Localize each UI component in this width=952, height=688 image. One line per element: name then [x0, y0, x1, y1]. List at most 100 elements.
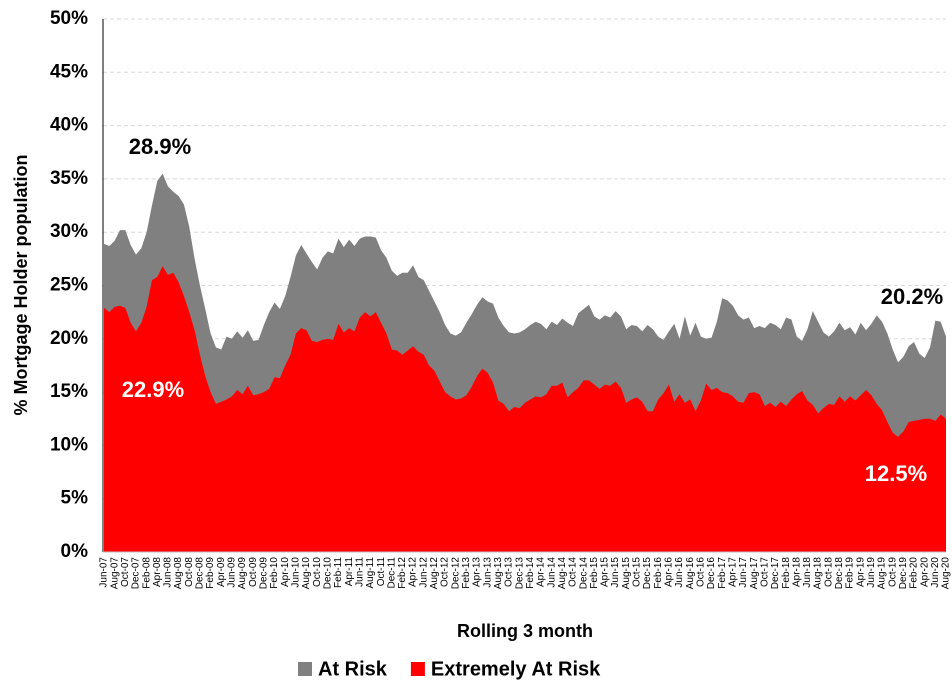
x-tick-label: Jun-09	[227, 557, 238, 588]
legend-swatch	[298, 662, 312, 676]
x-tick-label: Jun-17	[738, 557, 749, 588]
x-tick-label: Aug-09	[237, 557, 248, 590]
x-tick-label: Oct-09	[248, 557, 259, 587]
x-tick-label: Feb-19	[845, 557, 856, 589]
x-tick-label: Dec-08	[195, 557, 206, 590]
y-axis-title: % Mortgage Holder population	[11, 155, 31, 416]
x-tick-label: Feb-20	[909, 557, 920, 589]
x-tick-label: Aug-13	[493, 557, 504, 590]
x-tick-label: Dec-14	[578, 557, 589, 590]
x-tick-label: Dec-10	[322, 557, 333, 590]
x-tick-label: Feb-13	[461, 557, 472, 589]
x-tick-label: Apr-20	[919, 557, 930, 587]
y-tick-label: 35%	[50, 168, 88, 189]
x-tick-label: Feb-11	[333, 557, 344, 588]
x-tick-label: Aug-20	[941, 557, 952, 590]
annotation: 12.5%	[865, 461, 927, 486]
x-tick-label: Aug-07	[109, 557, 120, 590]
x-tick-label: Feb-15	[589, 557, 600, 589]
x-axis-title: Rolling 3 month	[457, 621, 593, 641]
annotation: 28.9%	[129, 134, 191, 159]
x-tick-label: Oct-17	[759, 557, 770, 587]
x-tick-label: Feb-09	[205, 557, 216, 589]
x-tick-label: Oct-10	[312, 557, 323, 587]
x-tick-label: Dec-18	[834, 557, 845, 590]
x-tick-label: Apr-15	[600, 557, 611, 587]
x-tick-label: Oct-11	[376, 557, 387, 587]
x-tick-label: Aug-15	[621, 557, 632, 590]
x-tick-label: Oct-16	[696, 557, 707, 587]
x-tick-label: Dec-13	[514, 557, 525, 590]
x-tick-label: Apr-17	[727, 557, 738, 587]
y-tick-label: 5%	[61, 488, 89, 509]
x-tick-label: Dec-07	[131, 557, 142, 590]
x-tick-label: Jun-20	[930, 557, 941, 588]
annotation: 20.2%	[881, 284, 943, 309]
x-tick-label: Aug-12	[429, 557, 440, 590]
x-tick-label: Apr-10	[280, 557, 291, 587]
y-tick-label: 45%	[50, 61, 88, 82]
x-tick-label: Apr-18	[791, 557, 802, 587]
x-tick-label: Jun-16	[674, 557, 685, 588]
x-tick-label: Apr-13	[472, 557, 483, 587]
x-tick-label: Aug-14	[557, 557, 568, 590]
y-tick-label: 30%	[50, 221, 88, 242]
legend-swatch	[410, 662, 425, 676]
x-tick-label: Dec-12	[450, 557, 461, 590]
x-tick-label: Oct-07	[120, 557, 131, 587]
y-tick-label: 40%	[50, 115, 88, 136]
x-tick-label: Oct-18	[823, 557, 834, 587]
x-tick-label: Apr-09	[216, 557, 227, 587]
x-tick-label: Jun-11	[354, 557, 365, 587]
x-tick-label: Jun-08	[163, 557, 174, 588]
x-tick-label: Dec-19	[898, 557, 909, 590]
legend-label: At Risk	[318, 658, 388, 680]
x-tick-label: Feb-12	[397, 557, 408, 589]
x-tick-label: Apr-19	[855, 557, 866, 587]
x-tick-label: Dec-09	[259, 557, 270, 590]
x-tick-label: Feb-08	[141, 557, 152, 589]
x-tick-label: Apr-14	[536, 557, 547, 587]
x-tick-label: Dec-15	[642, 557, 653, 590]
x-tick-label: Feb-16	[653, 557, 664, 589]
x-tick-label: Aug-11	[365, 557, 376, 589]
y-tick-label: 20%	[50, 328, 88, 349]
x-tick-label: Oct-14	[568, 557, 579, 587]
x-tick-label: Feb-10	[269, 557, 280, 589]
x-tick-label: Oct-15	[632, 557, 643, 587]
x-tick-label: Dec-16	[706, 557, 717, 590]
x-tick-label: Jun-07	[99, 557, 110, 588]
area	[104, 266, 946, 552]
x-tick-label: Aug-16	[685, 557, 696, 590]
y-tick-label: 25%	[50, 275, 88, 296]
x-tick-label: Oct-08	[184, 557, 195, 587]
y-tick-label: 15%	[50, 381, 88, 402]
x-tick-label: Oct-13	[504, 557, 515, 587]
x-tick-label: Feb-18	[781, 557, 792, 589]
x-tick-label: Aug-19	[877, 557, 888, 590]
x-tick-label: Jun-12	[418, 557, 429, 588]
x-tick-label: Jun-19	[866, 557, 877, 588]
x-tick-label: Jun-18	[802, 557, 813, 588]
x-tick-label: Feb-14	[525, 557, 536, 589]
x-tick-label: Aug-18	[813, 557, 824, 590]
x-tick-label: Oct-12	[440, 557, 451, 587]
x-tick-label: Apr-08	[152, 557, 163, 587]
x-tick-label: Aug-08	[173, 557, 184, 590]
x-tick-label: Dec-17	[770, 557, 781, 590]
y-tick-label: 10%	[50, 434, 88, 455]
x-tick-label: Apr-11	[344, 557, 355, 587]
x-tick-label: Jun-14	[546, 557, 557, 588]
x-tick-label: Jun-15	[610, 557, 621, 588]
x-tick-label: Jun-13	[482, 557, 493, 588]
x-tick-label: Apr-16	[664, 557, 675, 587]
legend-label: Extremely At Risk	[431, 658, 601, 680]
y-tick-label: 50%	[50, 8, 88, 29]
x-tick-label: Dec-11	[386, 557, 397, 589]
x-tick-label: Oct-19	[887, 557, 898, 587]
y-tick-label: 0%	[61, 541, 89, 562]
x-tick-label: Aug-10	[301, 557, 312, 590]
x-tick-label: Aug-17	[749, 557, 760, 590]
x-tick-label: Jun-10	[290, 557, 301, 588]
